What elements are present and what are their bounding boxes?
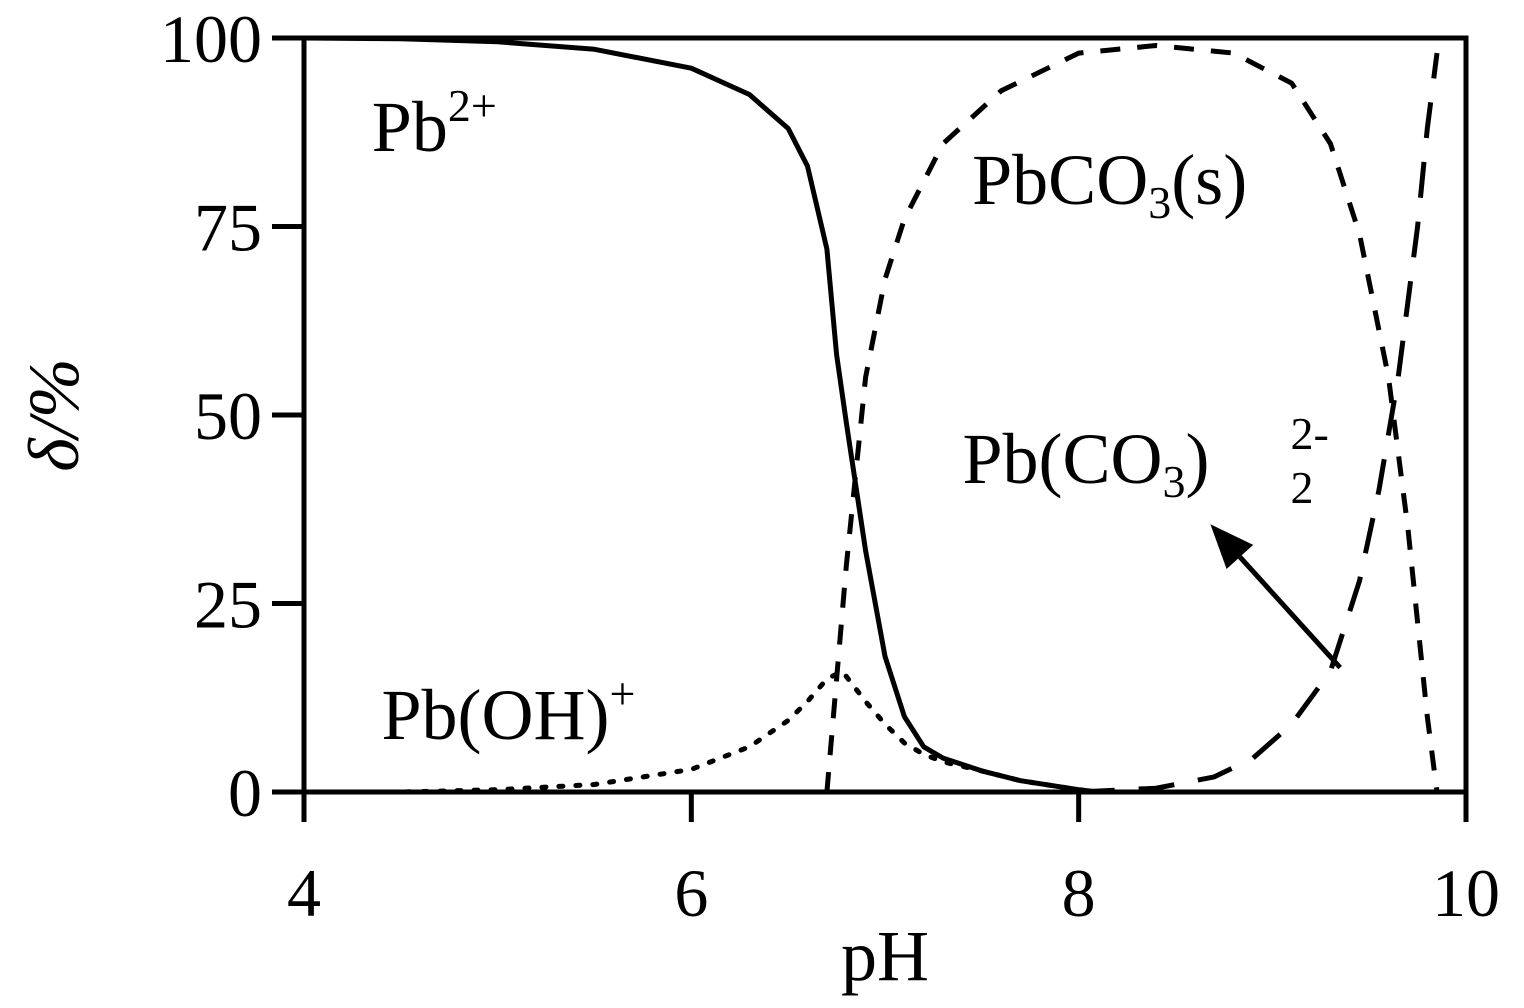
series-pb2-line [303,35,1099,795]
arrow-head [1210,524,1254,569]
arrow-shaft [1238,555,1342,670]
x-tick-label-3: 10 [1432,855,1500,931]
label-pbco3: PbCO3(s) [972,140,1247,228]
label-pbco32: Pb(CO3) [962,419,1209,507]
series-pbco32-line [1078,52,1440,795]
series-layer [301,35,1440,795]
y-axis-title: δ/% [14,358,94,471]
y-tick-label-2: 50 [194,378,262,454]
ticks-layer [272,35,1469,822]
x-tick-label-1: 6 [674,855,708,931]
y-tick-label-4: 100 [160,1,262,77]
y-tick-label-1: 25 [194,567,262,643]
label-pbcoh: Pb(OH)+ [381,668,635,755]
x-axis-title: pH [841,916,929,996]
x-tick-label-0: 4 [287,855,321,931]
annotations-layer: Pb2+ Pb(OH)+ PbCO3(s) Pb(CO3) 22- [372,80,1342,755]
label-pbco32-sub2: 2 [1290,462,1313,513]
label-pb2: Pb2+ [372,80,497,167]
series-pboh-line [301,668,1101,795]
x-tick-label-2: 8 [1062,855,1096,931]
label-pbco32-sup: 2- [1290,408,1328,459]
y-tick-label-3: 75 [194,190,262,266]
y-tick-label-0: 0 [228,755,262,831]
